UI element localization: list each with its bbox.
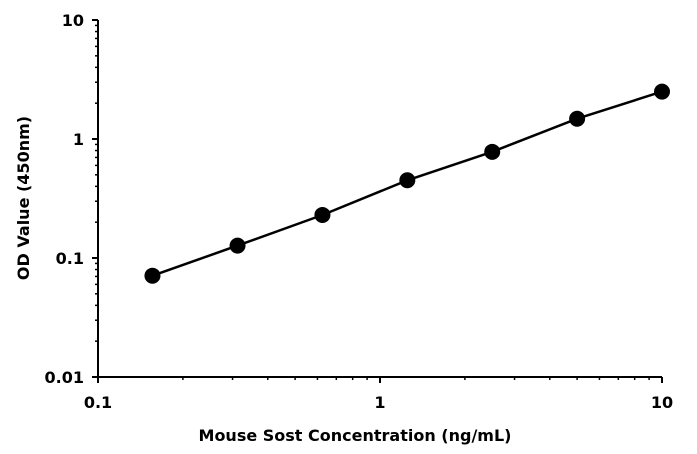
data-point — [144, 267, 161, 284]
y-axis-title: OD Value (450nm) — [14, 116, 33, 280]
data-point — [654, 83, 670, 100]
y-tick-label: 0.1 — [56, 249, 84, 268]
data-point — [399, 172, 416, 189]
data-point — [484, 143, 501, 160]
y-tick-label: 0.01 — [45, 368, 84, 387]
data-point — [569, 110, 586, 127]
data-point — [314, 206, 331, 223]
data-point — [229, 237, 246, 254]
x-tick-label: 0.1 — [84, 393, 112, 412]
y-tick-label: 1 — [73, 130, 84, 149]
y-tick-label: 10 — [62, 11, 84, 30]
series — [144, 83, 670, 284]
x-tick-label: 10 — [651, 393, 673, 412]
x-tick-label: 1 — [374, 393, 385, 412]
x-axis-title: Mouse Sost Concentration (ng/mL) — [199, 426, 512, 445]
axes — [97, 20, 662, 378]
